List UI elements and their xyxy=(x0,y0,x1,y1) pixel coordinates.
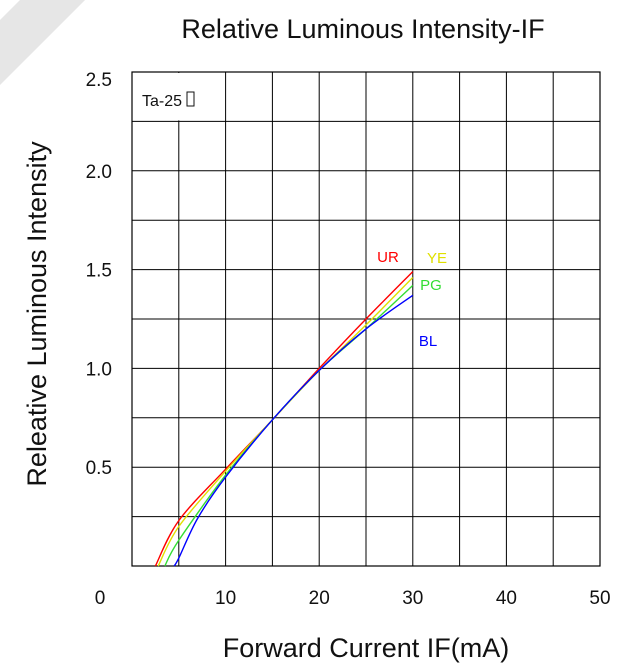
y-tick-label: 0.5 xyxy=(86,458,112,479)
plot-frame xyxy=(131,71,601,567)
series-label-ye: YE xyxy=(427,250,447,267)
x-tick-label: 0 xyxy=(95,588,106,609)
x-tick-label: 10 xyxy=(215,588,236,609)
x-axis-label: Forward Current IF(mA) xyxy=(223,633,510,663)
annotation-text: Ta-25 xyxy=(142,93,182,110)
x-tick-label: 40 xyxy=(496,588,517,609)
annotation-background xyxy=(133,73,225,121)
series-label-ur: UR xyxy=(377,249,399,266)
y-tick-label: 2.5 xyxy=(86,70,112,91)
series-line-pg xyxy=(164,284,414,567)
y-tick-label: 1.0 xyxy=(86,359,112,380)
unknown-glyph-box xyxy=(186,91,195,107)
annotation-box: Ta-25 xyxy=(133,73,225,121)
axis-ticks: 0 10 20 30 40 50 0.5 1.0 1.5 2.0 2.5 xyxy=(86,70,611,609)
y-tick-label: 1.5 xyxy=(86,261,112,282)
series-label-bl: BL xyxy=(419,333,437,350)
series-line-bl xyxy=(173,294,414,567)
chart-title: Relative Luminous Intensity-IF xyxy=(181,14,544,44)
series-lines xyxy=(154,271,414,567)
x-tick-label: 30 xyxy=(402,588,423,609)
y-axis-label: Releative Luminous Intensity xyxy=(22,141,52,487)
plot-grid xyxy=(132,72,600,566)
y-tick-label: 2.0 xyxy=(86,162,112,183)
series-labels: UR YE PG BL xyxy=(377,249,447,350)
x-tick-label: 20 xyxy=(309,588,330,609)
series-label-pg: PG xyxy=(420,277,442,294)
x-tick-label: 50 xyxy=(589,588,610,609)
